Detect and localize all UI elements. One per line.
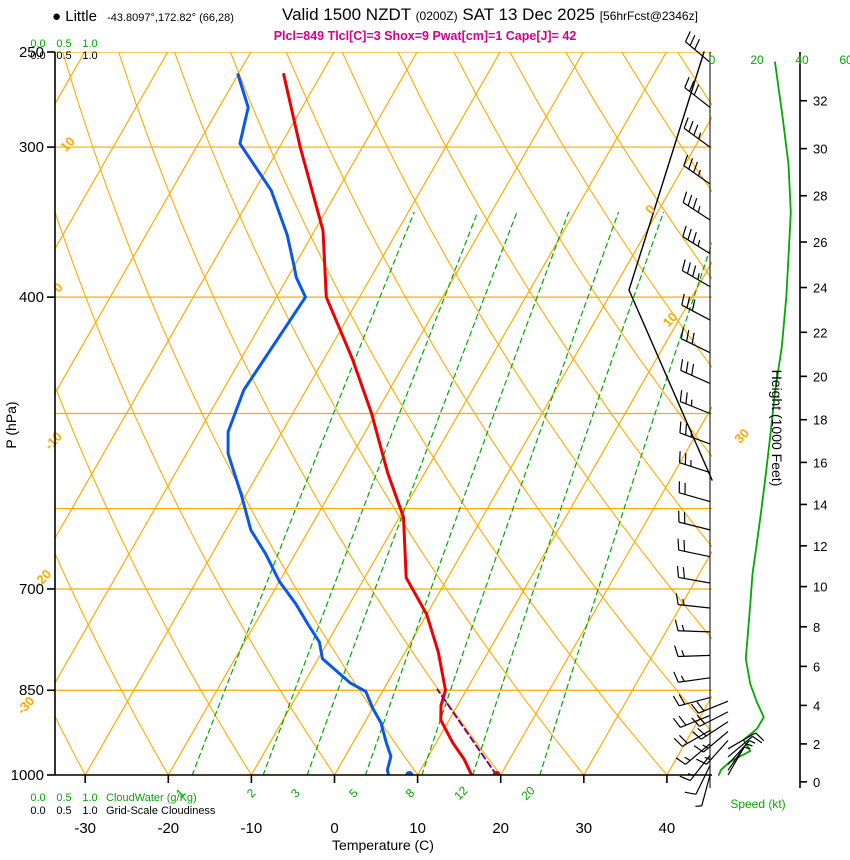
svg-text:0: 0 [330, 820, 338, 837]
svg-text:30: 30 [575, 820, 592, 837]
svg-text:CloudWater (g/Kg): CloudWater (g/Kg) [106, 792, 197, 804]
svg-text:0: 0 [709, 53, 716, 67]
svg-text:300: 300 [19, 139, 44, 156]
svg-text:40: 40 [795, 53, 809, 67]
svg-text:10: 10 [660, 309, 681, 330]
svg-text:8: 8 [813, 620, 820, 635]
svg-text:0.0: 0.0 [30, 792, 45, 804]
valid-date: SAT 13 Dec 2025 [462, 5, 595, 24]
svg-text:0.0: 0.0 [30, 805, 45, 817]
stability-indices: Plcl=849 Tlcl[C]=3 Shox=9 Pwat[cm]=1 Cap… [273, 29, 577, 43]
svg-text:30: 30 [731, 425, 752, 446]
svg-text:2: 2 [244, 786, 259, 801]
svg-text:20: 20 [750, 53, 764, 67]
svg-text:0: 0 [813, 775, 820, 790]
svg-text:400: 400 [19, 289, 44, 306]
surface-dewpoint-dot [405, 771, 414, 775]
svg-text:20: 20 [813, 369, 827, 384]
svg-text:700: 700 [19, 581, 44, 598]
svg-text:-10: -10 [241, 820, 263, 837]
station-marker-icon: ● [52, 8, 62, 25]
svg-text:0.0: 0.0 [30, 38, 45, 50]
svg-text:32: 32 [813, 94, 827, 109]
svg-text:20: 20 [518, 783, 538, 803]
svg-text:24: 24 [813, 281, 827, 296]
svg-text:30: 30 [813, 142, 827, 157]
svg-text:0.5: 0.5 [56, 792, 71, 804]
station-name: Little [65, 8, 97, 25]
svg-text:10: 10 [409, 820, 426, 837]
svg-text:28: 28 [813, 189, 827, 204]
sounding-profiles [226, 73, 501, 775]
svg-text:2: 2 [813, 737, 820, 752]
svg-text:-30: -30 [74, 820, 96, 837]
svg-text:0.5: 0.5 [56, 38, 71, 50]
svg-text:Speed (kt): Speed (kt) [730, 797, 785, 811]
svg-text:-20: -20 [157, 820, 179, 837]
forecast-reference: [56hrFcst@2346z] [599, 9, 698, 23]
svg-text:1000: 1000 [11, 767, 44, 784]
svg-text:0.5: 0.5 [56, 805, 71, 817]
valid-time-header: Valid 1500 NZDT (0200Z) SAT 13 Dec 2025 … [282, 5, 698, 25]
svg-text:850: 850 [19, 682, 44, 699]
svg-text:14: 14 [813, 497, 827, 512]
svg-text:4: 4 [813, 698, 820, 713]
svg-text:10: 10 [813, 580, 827, 595]
svg-text:16: 16 [813, 455, 827, 470]
svg-text:60: 60 [839, 53, 850, 67]
svg-text:1.0: 1.0 [82, 38, 97, 50]
svg-text:250: 250 [19, 44, 44, 61]
svg-text:6: 6 [813, 659, 820, 674]
axes-and-labels: 1 2 3 5 8 12 2001030100-10-20-3025030040070085… [3, 38, 850, 853]
svg-text:1.0: 1.0 [82, 792, 97, 804]
height-reference-line [628, 51, 713, 481]
svg-text:40: 40 [659, 820, 676, 837]
mixing-ratio-lines [191, 211, 712, 775]
svg-text:Temperature (C): Temperature (C) [332, 837, 434, 853]
svg-text:5: 5 [346, 786, 361, 801]
svg-text:P (hPa): P (hPa) [3, 401, 19, 448]
wind-barb-column [672, 31, 792, 807]
svg-text:22: 22 [813, 325, 827, 340]
valid-time: Valid 1500 NZDT [282, 5, 411, 24]
svg-text:1.0: 1.0 [82, 805, 97, 817]
background-grid [55, 52, 712, 775]
svg-text:1.0: 1.0 [82, 50, 97, 62]
station-header: ● Little -43.8097°,172.82° (66,28) [52, 8, 234, 25]
svg-text:8: 8 [403, 786, 418, 801]
svg-text:0: 0 [50, 280, 66, 296]
surface-temperature-dot [492, 771, 501, 775]
svg-text:0.5: 0.5 [56, 50, 71, 62]
svg-text:-10: -10 [41, 429, 65, 453]
station-coordinates: -43.8097°,172.82° (66,28) [107, 12, 234, 24]
svg-text:12: 12 [813, 539, 827, 554]
valid-time-utc: (0200Z) [415, 9, 458, 23]
svg-text:18: 18 [813, 413, 827, 428]
svg-text:12: 12 [451, 783, 471, 803]
svg-text:26: 26 [813, 235, 827, 250]
svg-text:10: 10 [57, 134, 78, 155]
svg-text:0.0: 0.0 [30, 50, 45, 62]
svg-text:Grid-Scale Cloudiness: Grid-Scale Cloudiness [106, 805, 216, 817]
svg-text:Height (1000 Feet): Height (1000 Feet) [769, 370, 785, 487]
svg-text:20: 20 [492, 820, 509, 837]
svg-text:3: 3 [288, 786, 303, 801]
